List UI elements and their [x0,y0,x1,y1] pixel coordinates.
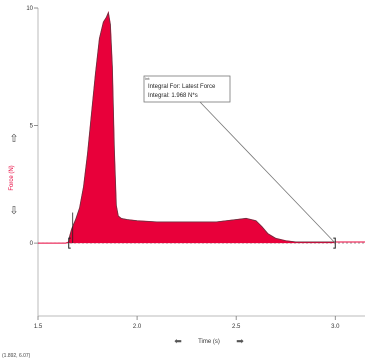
series-edge [68,11,336,243]
scale-down-arrow-icon[interactable]: ⇩ [9,205,18,217]
x-axis-label: Time (s) [198,339,220,345]
scale-up-arrow-icon[interactable]: ⇧ [9,133,18,145]
annotation-leader-line [199,101,336,244]
integral-annotation-box [143,75,231,103]
scroll-right-arrow-icon[interactable]: ➡ [236,336,244,346]
x-tick-label: 3.0 [331,324,340,330]
x-tick-label: 2.0 [133,324,142,330]
cursor-readout: (1.892, 6.07) [2,353,31,359]
integral-start-bracket [68,237,71,249]
annotation-tag: Int: [145,77,150,81]
integral-end-bracket [333,237,336,249]
x-tick-label: 2.5 [232,324,241,330]
y-tick-label: 5 [30,124,34,130]
y-tick-label: 0 [30,241,34,247]
y-tick-label: 10 [26,6,33,12]
integral-area [68,12,336,244]
annotation-line-2: Integral: 1.968 N*s [148,93,198,99]
scroll-left-arrow-icon[interactable]: ⬅ [174,336,182,346]
annotation-line-1: Integral For: Latest Force [148,84,216,90]
x-tick-label: 1.5 [34,324,43,330]
y-axis-label: Force (N) [9,165,15,190]
plot-area: 10 5 0 1.5 2.0 2.5 3.0 Int: Integral For: Latest… [26,6,365,330]
